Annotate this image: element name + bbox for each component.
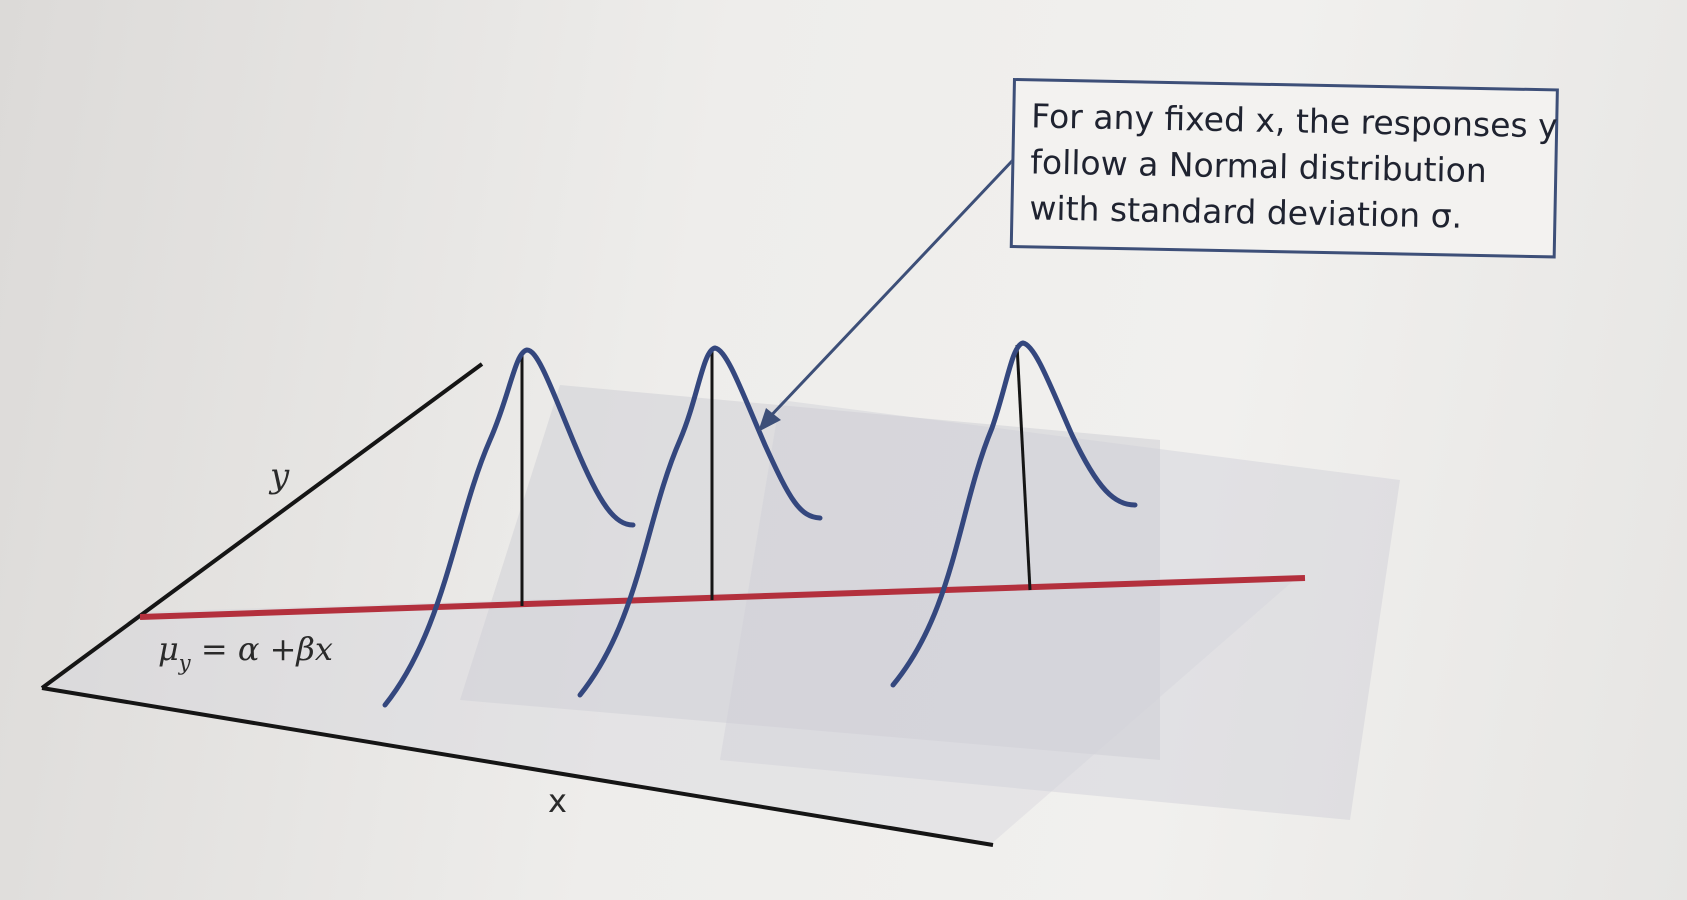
equation-subscript: y <box>178 651 192 675</box>
normal-curve-2 <box>577 345 823 698</box>
regression-line <box>139 575 1306 620</box>
y-axis-line <box>40 362 484 690</box>
x-axis-line <box>41 686 994 847</box>
x-axis-label: x <box>548 782 567 820</box>
equation-rhs: = α +βx <box>191 630 333 668</box>
regression-equation: μy = α +βx <box>158 630 333 675</box>
equation-mu: μ <box>158 630 179 668</box>
y-axis-label: y <box>268 456 290 496</box>
callout-arrowhead <box>758 408 781 432</box>
shadow-plane-1 <box>460 385 1160 760</box>
mean-line-3 <box>1015 344 1032 591</box>
callout-line-3: with standard deviation σ. <box>1029 188 1463 236</box>
callout-box: For any fixed x, the responses y follow … <box>1009 78 1559 259</box>
normal-curve-1 <box>382 347 636 708</box>
callout-arrow-line <box>763 158 1015 424</box>
base-plane <box>42 575 1300 845</box>
normal-curve-3 <box>890 340 1138 688</box>
shadow-plane-2 <box>720 400 1400 820</box>
